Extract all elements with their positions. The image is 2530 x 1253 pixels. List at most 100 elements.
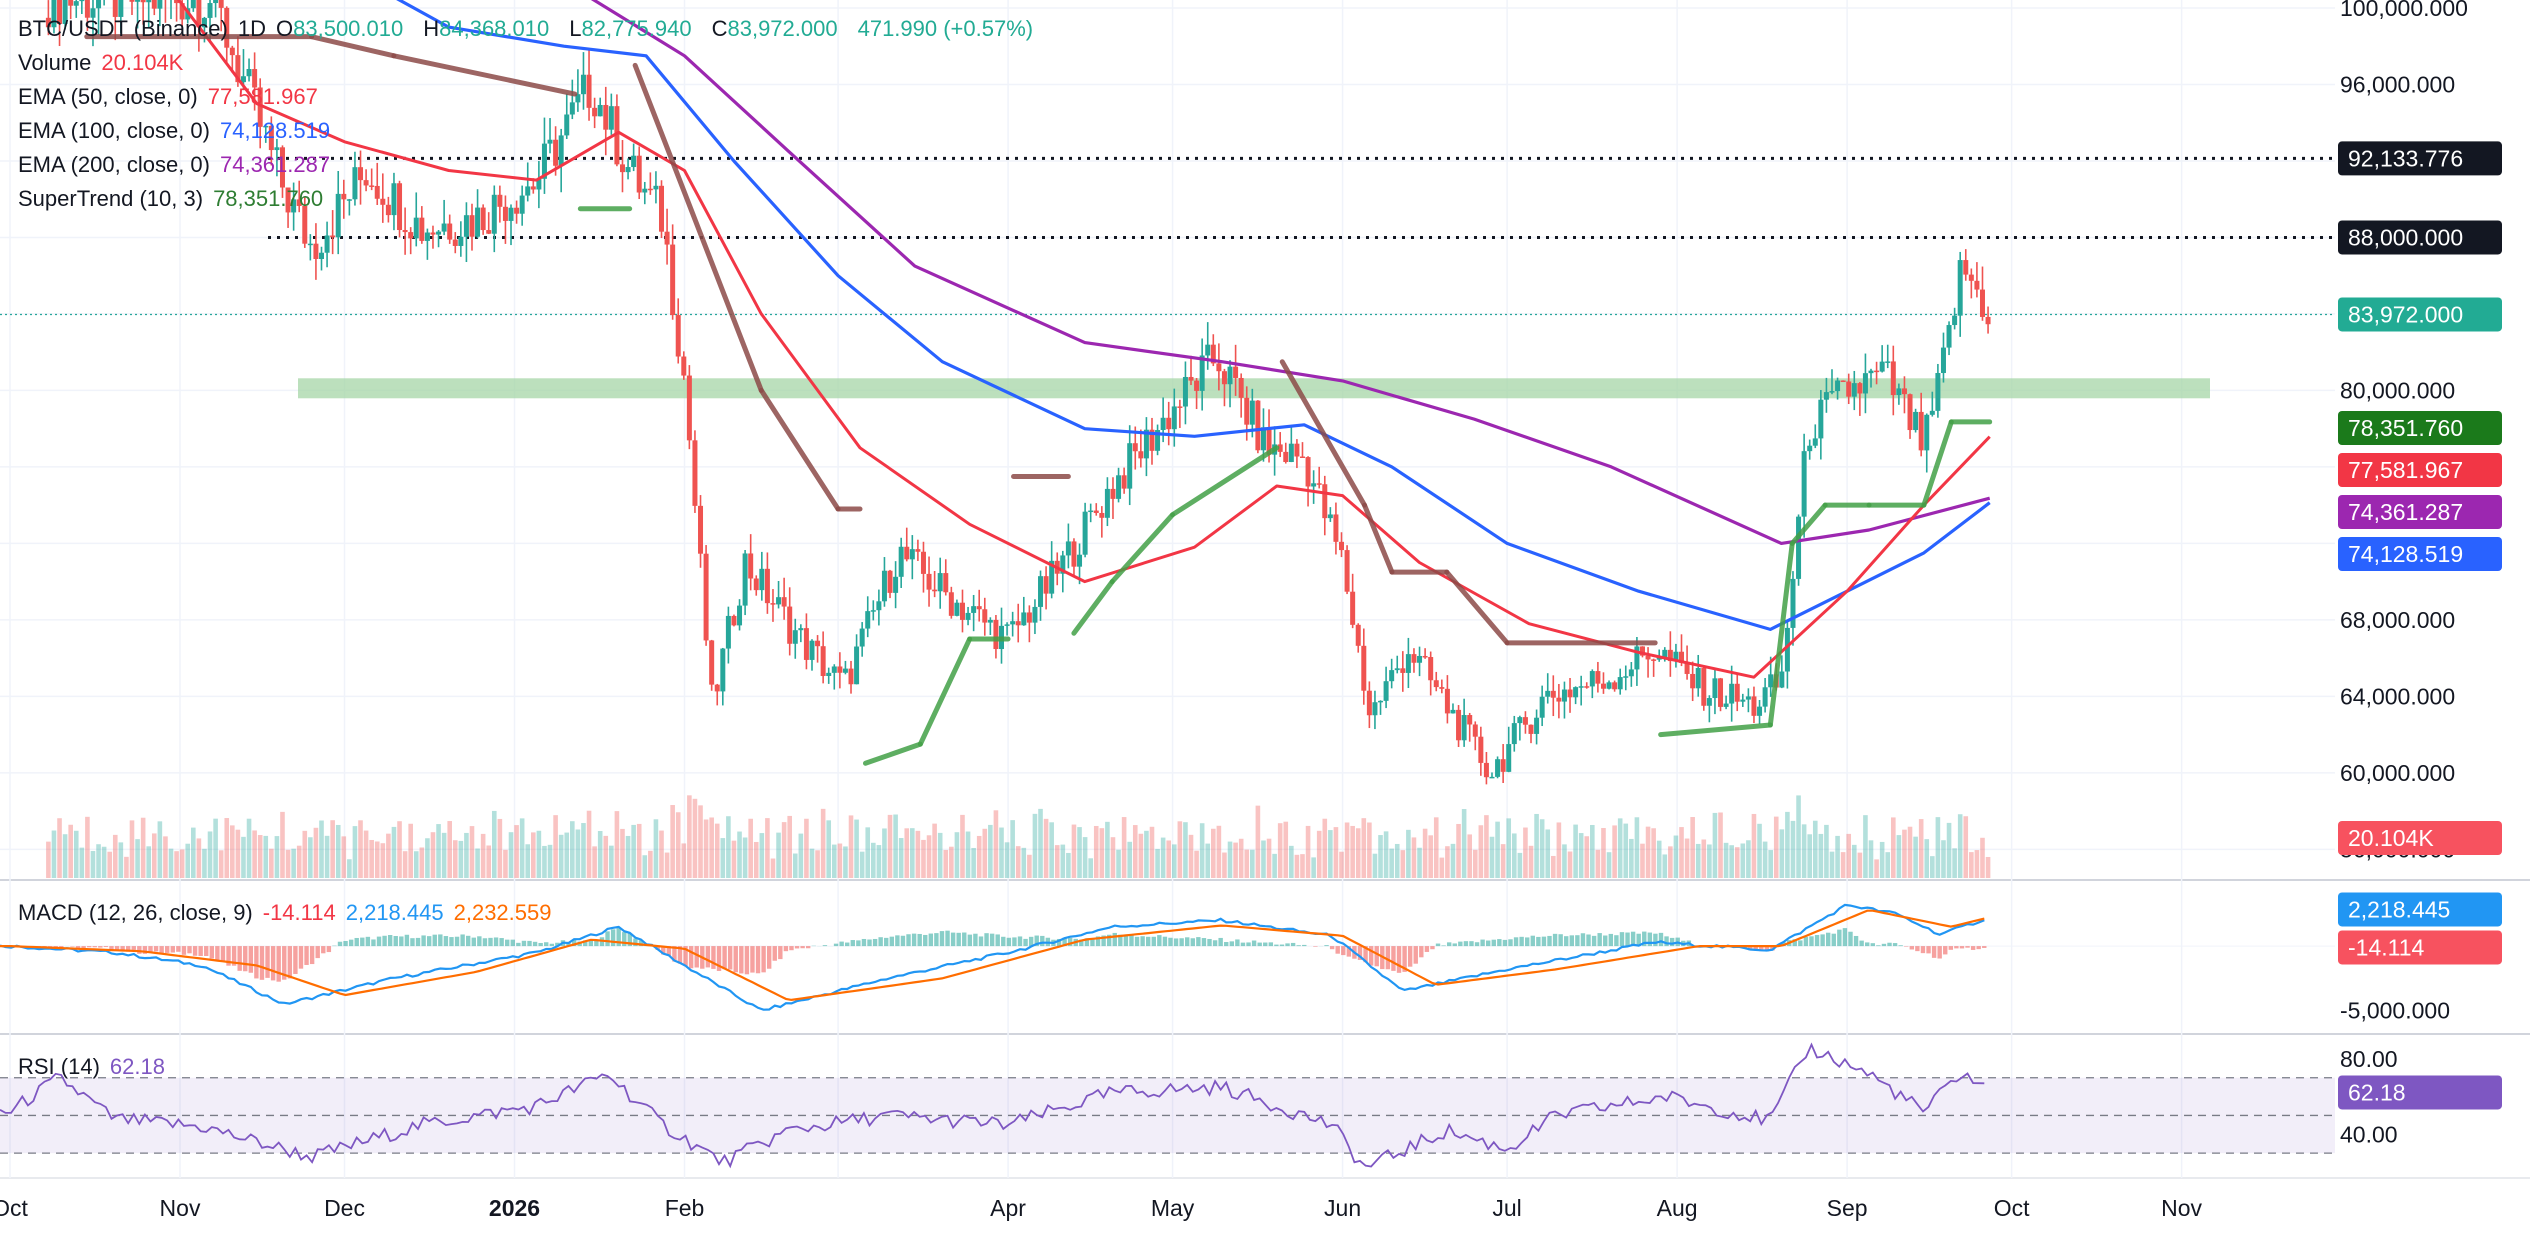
candle-body[interactable] xyxy=(692,440,698,506)
price-badge[interactable] xyxy=(2338,411,2502,445)
time-label[interactable]: Oct xyxy=(1994,1195,2030,1221)
time-label[interactable]: Apr xyxy=(990,1195,1026,1221)
time-label[interactable]: Dec xyxy=(324,1195,365,1221)
candle-body[interactable] xyxy=(1394,668,1400,671)
candle-body[interactable] xyxy=(1796,516,1802,579)
candle-body[interactable] xyxy=(1361,645,1367,691)
candle-body[interactable] xyxy=(1974,280,1980,290)
candle-body[interactable] xyxy=(1517,717,1523,724)
candle-body[interactable] xyxy=(1695,668,1701,689)
candle-body[interactable] xyxy=(625,167,631,173)
candle-body[interactable] xyxy=(1656,657,1662,660)
candle-body[interactable] xyxy=(1121,475,1127,489)
candle-body[interactable] xyxy=(653,185,659,190)
candle-body[interactable] xyxy=(1400,668,1406,673)
candle-body[interactable] xyxy=(319,252,325,259)
candle-body[interactable] xyxy=(1935,373,1941,411)
candle-body[interactable] xyxy=(1606,682,1612,689)
candle-body[interactable] xyxy=(68,0,74,6)
price-badge[interactable] xyxy=(2338,495,2502,529)
candle-body[interactable] xyxy=(1378,700,1384,703)
candle-body[interactable] xyxy=(1389,670,1395,682)
candle-body[interactable] xyxy=(820,646,826,677)
candle-body[interactable] xyxy=(1550,690,1556,698)
candle-body[interactable] xyxy=(213,0,219,4)
candle-body[interactable] xyxy=(157,0,163,9)
candle-body[interactable] xyxy=(1567,689,1573,698)
candle-body[interactable] xyxy=(1851,383,1857,397)
candle-body[interactable] xyxy=(982,609,988,623)
candle-body[interactable] xyxy=(391,183,397,216)
candle-body[interactable] xyxy=(174,0,180,4)
candle-body[interactable] xyxy=(1846,381,1852,397)
candle-body[interactable] xyxy=(943,573,949,593)
candle-body[interactable] xyxy=(1667,649,1673,662)
price-badge[interactable] xyxy=(2338,220,2502,255)
candle-body[interactable] xyxy=(1968,274,1974,281)
candle-body[interactable] xyxy=(1573,687,1579,698)
candle-body[interactable] xyxy=(1712,678,1718,699)
candle-body[interactable] xyxy=(1718,678,1724,707)
supertrend-legend[interactable]: SuperTrend (10, 3) 78,351.760 xyxy=(18,186,333,212)
candle-body[interactable] xyxy=(904,546,910,560)
candle-body[interactable] xyxy=(514,207,520,214)
candle-body[interactable] xyxy=(1829,391,1835,393)
candle-body[interactable] xyxy=(815,640,821,647)
candle-body[interactable] xyxy=(469,215,475,237)
candle-body[interactable] xyxy=(335,193,341,238)
candle-body[interactable] xyxy=(463,215,469,237)
candle-body[interactable] xyxy=(1879,361,1885,372)
rsi-legend[interactable]: RSI (14) 62.18 xyxy=(18,1054,175,1080)
candle-body[interactable] xyxy=(781,597,787,607)
candle-body[interactable] xyxy=(1690,673,1696,689)
candle-body[interactable] xyxy=(1589,671,1595,687)
candle-body[interactable] xyxy=(619,164,625,173)
candle-body[interactable] xyxy=(369,185,375,187)
candle-body[interactable] xyxy=(920,551,926,574)
candle-body[interactable] xyxy=(1138,451,1144,459)
candle-body[interactable] xyxy=(1751,696,1757,716)
candle-body[interactable] xyxy=(1874,370,1880,373)
candle-body[interactable] xyxy=(1077,554,1083,567)
candle-body[interactable] xyxy=(1729,683,1735,704)
candle-body[interactable] xyxy=(1918,411,1924,451)
candle-body[interactable] xyxy=(1812,438,1818,446)
candle-body[interactable] xyxy=(809,640,815,660)
candle-body[interactable] xyxy=(1623,676,1629,678)
candle-body[interactable] xyxy=(285,187,291,213)
candle-body[interactable] xyxy=(1556,697,1562,702)
candle-body[interactable] xyxy=(1706,698,1712,706)
candle-body[interactable] xyxy=(1288,443,1294,463)
candle-body[interactable] xyxy=(1801,451,1807,517)
candle-body[interactable] xyxy=(380,198,386,205)
candle-body[interactable] xyxy=(1010,621,1016,625)
candle-body[interactable] xyxy=(1216,363,1222,372)
candle-body[interactable] xyxy=(257,87,263,127)
candle-body[interactable] xyxy=(1784,627,1790,672)
candle-body[interactable] xyxy=(631,155,637,168)
candle-body[interactable] xyxy=(1790,578,1796,628)
candle-body[interactable] xyxy=(525,186,531,196)
candle-body[interactable] xyxy=(1528,724,1534,734)
candle-body[interactable] xyxy=(1584,686,1590,688)
candle-body[interactable] xyxy=(1745,696,1751,700)
candle-body[interactable] xyxy=(1116,475,1122,499)
candle-body[interactable] xyxy=(1238,377,1244,398)
candle-body[interactable] xyxy=(1985,316,1991,325)
candle-body[interactable] xyxy=(352,167,358,200)
candle-body[interactable] xyxy=(218,0,224,8)
candle-body[interactable] xyxy=(79,0,85,2)
candle-body[interactable] xyxy=(1907,394,1913,431)
candle-body[interactable] xyxy=(1757,706,1763,716)
candle-body[interactable] xyxy=(1132,443,1138,452)
candle-body[interactable] xyxy=(737,605,743,626)
horizontal-levels[interactable] xyxy=(0,156,2335,316)
candle-body[interactable] xyxy=(742,553,748,606)
ema200-legend[interactable]: EMA (200, close, 0) 74,361.287 xyxy=(18,152,340,178)
candle-body[interactable] xyxy=(831,666,837,673)
candle-body[interactable] xyxy=(569,102,575,115)
macd-badge[interactable] xyxy=(2338,892,2502,927)
candle-body[interactable] xyxy=(893,576,899,593)
candle-body[interactable] xyxy=(1807,445,1813,452)
